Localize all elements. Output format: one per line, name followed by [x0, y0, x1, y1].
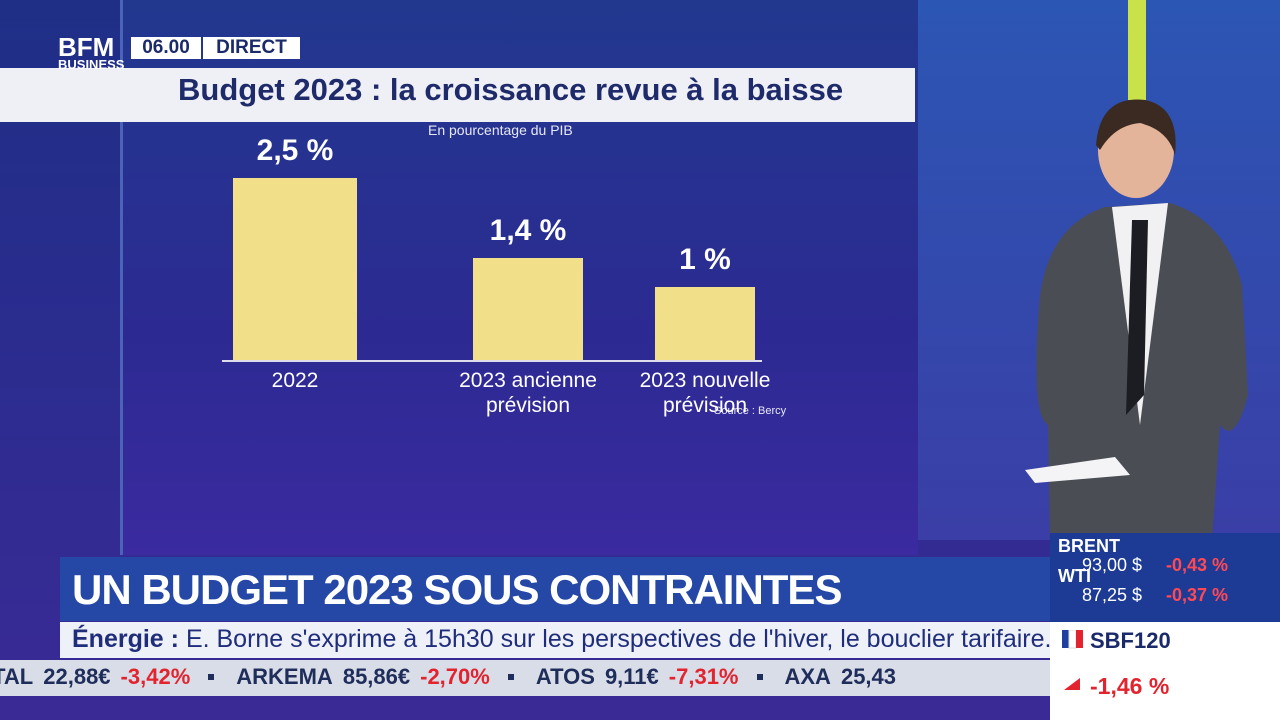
news-label: Énergie :	[72, 625, 179, 653]
separator	[208, 674, 215, 680]
logo: BFM BUSINESS	[58, 32, 125, 73]
stock-price: 25,43	[840, 664, 897, 689]
separator	[756, 674, 763, 680]
category-label: 2022	[271, 369, 319, 392]
baseline	[222, 360, 762, 362]
value-label: 2,5 %	[256, 134, 334, 167]
flag-red	[1076, 630, 1083, 648]
category-label: 2023 nouvelle prévision	[639, 369, 771, 417]
stock-ticker: ITAL 22,88€ -3,42% ARKEMA 85,86€ -2,70% ATOS 9,…	[0, 664, 906, 690]
stock-change: -3,42%	[120, 664, 191, 689]
flag-white	[1068, 630, 1077, 649]
stock-name: ARKEMA	[236, 664, 333, 689]
stock-price: 22,88€	[43, 664, 111, 689]
category-label: 2023 ancienne prévision	[459, 369, 597, 417]
live-tag: DIRECT	[203, 37, 300, 59]
stock-price: 9,11€	[604, 664, 659, 689]
flag-blue	[1062, 630, 1069, 648]
stock-band	[0, 660, 1050, 696]
stock-change: -2,70%	[420, 664, 490, 689]
news-text: E. Borne s'exprime à 15h30 sur les persp…	[185, 625, 1052, 653]
stock-name: AXA	[784, 664, 831, 689]
market-name: BRENT	[1058, 536, 1120, 556]
logo-bottom: BUSINESS	[58, 57, 125, 73]
value-label: 1,4 %	[489, 214, 567, 248]
index-change: -1,46 %	[1090, 673, 1170, 699]
market-change: -0,43 %	[1166, 555, 1229, 575]
down-arrow	[1064, 678, 1080, 690]
value-label: 1 %	[679, 243, 731, 277]
index-panel	[1050, 622, 1280, 720]
title-band	[0, 68, 915, 122]
news-ticker: Énergie : E. Borne s'exprime à 15h30 sur…	[72, 625, 1051, 654]
stock-price: 85,86€	[342, 664, 411, 689]
separator	[507, 674, 514, 680]
market-name: WTI	[1058, 566, 1091, 586]
headline-band	[60, 557, 1050, 621]
presenter	[1025, 99, 1248, 540]
index-name: SBF120	[1090, 628, 1171, 653]
logo-top: BFM	[58, 32, 115, 62]
stock-name: ITAL	[0, 664, 34, 689]
stock-change: -7,31%	[668, 664, 739, 689]
paper	[1025, 457, 1130, 483]
clock: 06.00	[131, 37, 201, 59]
index-icons	[1062, 630, 1083, 690]
bar	[655, 287, 755, 360]
bar	[233, 178, 357, 360]
market-change: -0,37 %	[1166, 585, 1229, 605]
hair	[1096, 99, 1176, 155]
bar	[473, 258, 583, 360]
source: Source : Bercy	[714, 405, 787, 417]
news-band	[60, 622, 1050, 658]
tie	[1126, 220, 1148, 415]
stock-name: ATOS	[535, 664, 595, 689]
chart-title: Budget 2023 : la croissance revue à la b…	[178, 72, 844, 107]
headline: UN BUDGET 2023 SOUS CONTRAINTES	[72, 566, 842, 613]
market-price: 87,25 $	[1082, 585, 1143, 605]
chart-subtitle: En pourcentage du PIB	[428, 122, 573, 138]
market-price: 93,00 $	[1082, 555, 1143, 575]
light-strip	[1128, 0, 1146, 100]
